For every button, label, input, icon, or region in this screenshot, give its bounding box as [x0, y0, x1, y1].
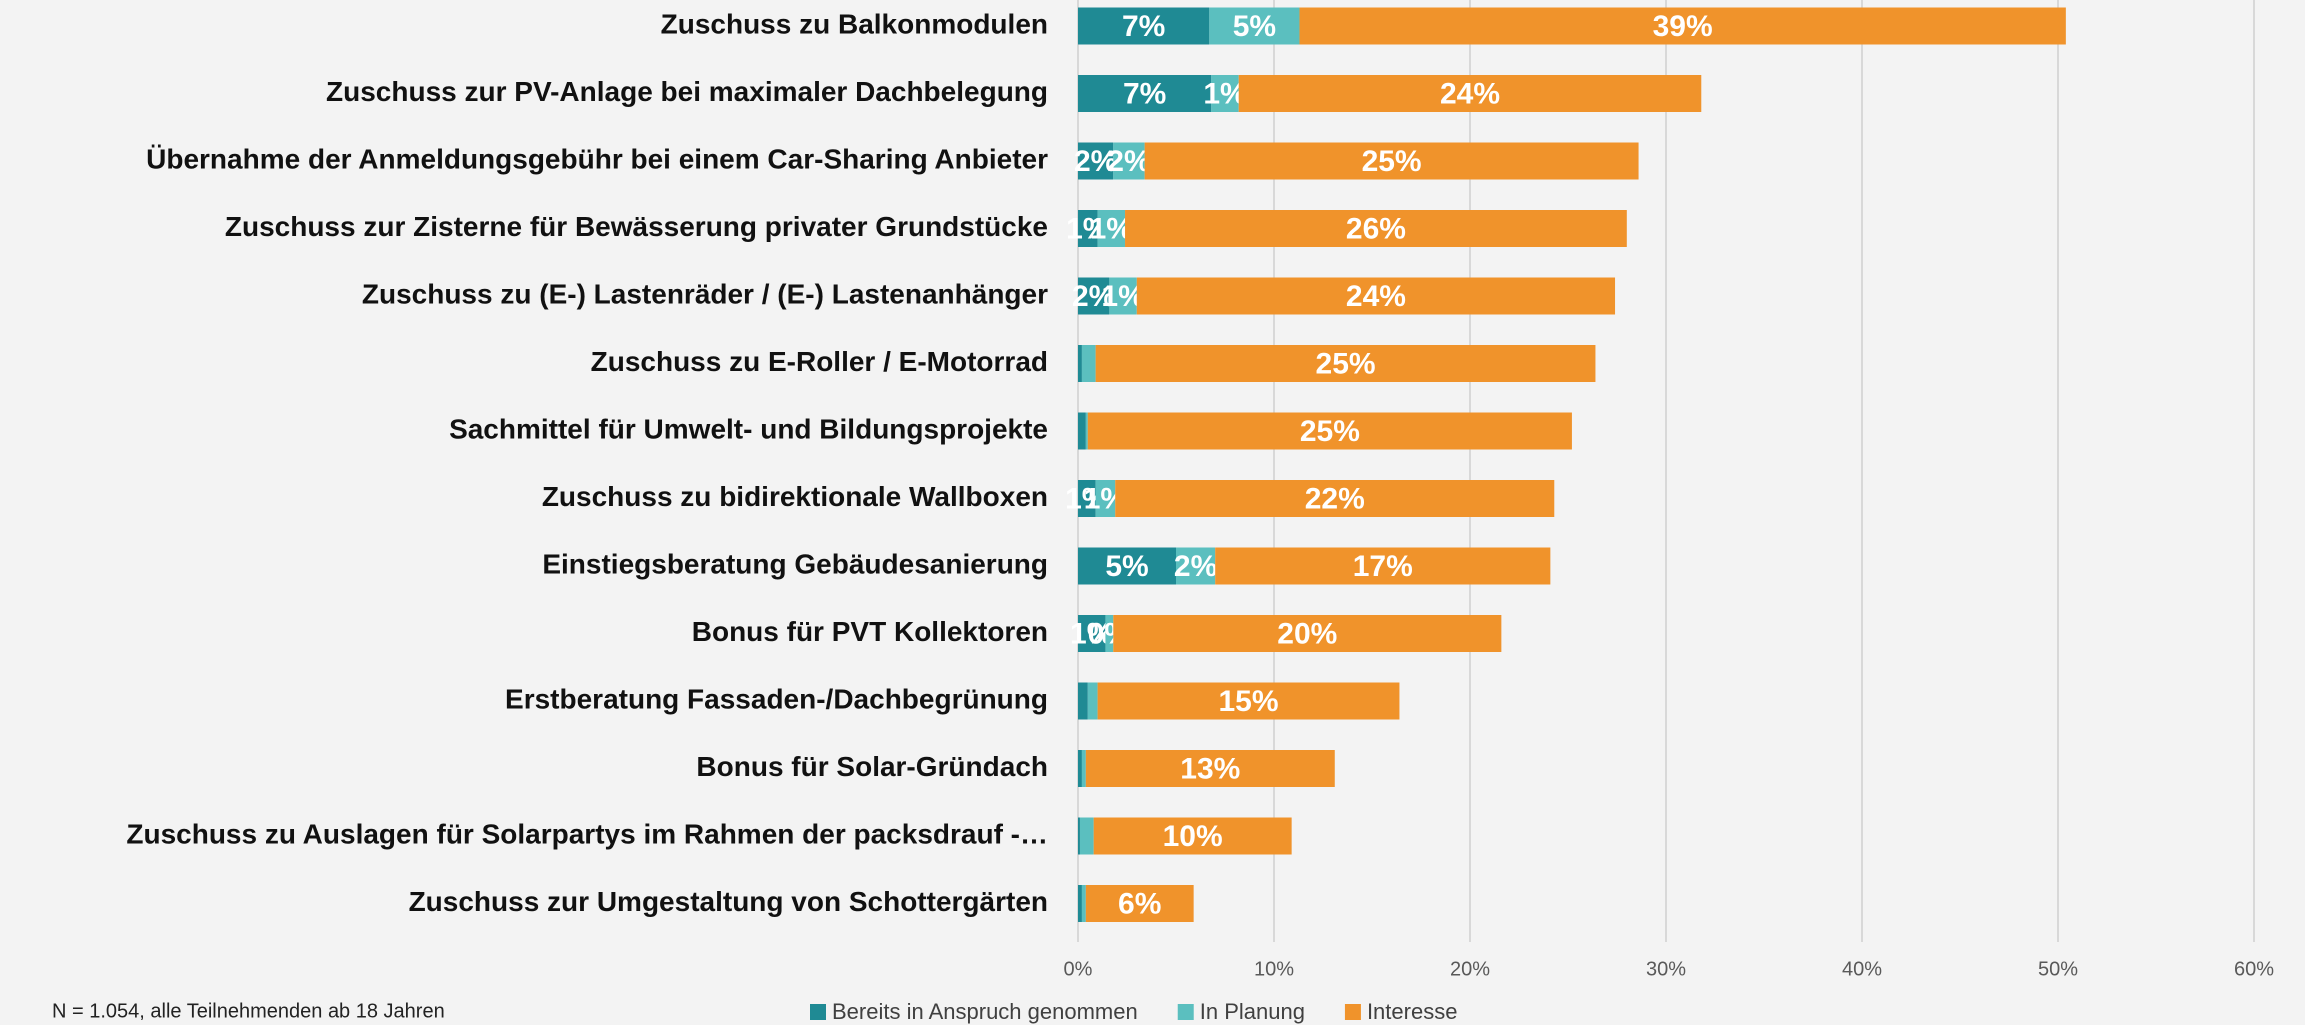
bar-segment [1113, 142, 1145, 180]
data-label: 7% [1122, 10, 1165, 43]
category-label: Zuschuss zu bidirektionale Wallboxen [542, 481, 1048, 512]
bar-segment [1087, 682, 1098, 720]
category-label: Übernahme der Anmeldungsgebühr bei einem… [146, 143, 1048, 174]
legend-label: In Planung [1200, 999, 1305, 1024]
bar-segment [1085, 412, 1088, 450]
bar-segment [1078, 547, 1176, 585]
bar-segment [1238, 75, 1702, 112]
bar-segment [1136, 277, 1616, 315]
category-label: Erstberatung Fassaden-/Dachbegrünung [505, 683, 1048, 714]
data-label: 10% [1163, 820, 1223, 853]
bar-segment [1115, 480, 1555, 517]
data-label: 7% [1123, 77, 1166, 110]
bar-segment [1078, 7, 1210, 45]
category-label: Zuschuss zu Balkonmodulen [661, 8, 1048, 39]
data-label: 24% [1440, 77, 1500, 110]
data-label: 5% [1105, 550, 1148, 583]
category-label: Zuschuss zu E-Roller / E-Motorrad [591, 346, 1048, 377]
x-tick-label: 30% [1646, 958, 1686, 980]
data-label: 13% [1180, 752, 1240, 785]
bar-segment [1176, 547, 1216, 585]
data-label: 2% [1107, 145, 1150, 178]
data-label: 2% [1074, 145, 1117, 178]
x-tick-label: 60% [2234, 958, 2274, 980]
data-label: 2% [1072, 280, 1115, 313]
data-label: 5% [1233, 10, 1276, 43]
legend-label: Bereits in Anspruch genommen [832, 999, 1138, 1024]
bar-segment [1081, 345, 1096, 382]
data-label: 17% [1353, 550, 1413, 583]
x-tick-label: 50% [2038, 958, 2078, 980]
data-label: 24% [1346, 280, 1406, 313]
bar-segment [1105, 615, 1114, 652]
bar-segment [1095, 345, 1596, 382]
bar-segment [1078, 345, 1082, 382]
bar-segment [1085, 750, 1335, 787]
bar-segment [1078, 412, 1086, 450]
bar-segment [1078, 210, 1098, 247]
data-label: 6% [1118, 887, 1161, 920]
bar-segment [1078, 277, 1110, 315]
bar-segment [1113, 615, 1502, 652]
bar-segment [1095, 480, 1116, 517]
category-label: Zuschuss zur PV-Anlage bei maximaler Dac… [326, 76, 1048, 107]
bar-segment [1079, 817, 1094, 855]
bar-segment [1087, 412, 1572, 450]
bar-segment [1125, 210, 1627, 247]
data-label: 22% [1305, 482, 1365, 515]
bar-segment [1078, 615, 1106, 652]
category-label: Zuschuss zur Umgestaltung von Schottergä… [409, 886, 1048, 917]
bar-segment [1109, 277, 1137, 315]
bar-segment [1209, 7, 1300, 45]
legend-swatch [810, 1004, 826, 1020]
category-label: Zuschuss zur Zisterne für Bewässerung pr… [225, 211, 1048, 242]
legend-swatch [1344, 1004, 1361, 1020]
category-label: Zuschuss zu (E-) Lastenräder / (E-) Last… [362, 278, 1048, 309]
bar-segment [1078, 480, 1096, 517]
bar-segment [1081, 885, 1086, 922]
bar-segment [1085, 885, 1194, 922]
data-label: 25% [1316, 347, 1376, 380]
bar-segment [1093, 817, 1292, 855]
bar-segment [1078, 682, 1088, 720]
category-label: Bonus für PVT Kollektoren [692, 616, 1048, 647]
x-tick-label: 0% [1064, 958, 1093, 980]
bar-segment [1078, 817, 1080, 855]
bar-segment [1097, 682, 1400, 720]
category-label: Bonus für Solar-Gründach [696, 751, 1048, 782]
data-label: 25% [1300, 415, 1360, 448]
data-label: 25% [1362, 145, 1422, 178]
bar-segment [1215, 547, 1551, 585]
bar-segment [1078, 142, 1114, 180]
x-tick-label: 40% [1842, 958, 1882, 980]
category-label: Zuschuss zu Auslagen für Solarpartys im … [126, 818, 1048, 849]
category-label: Einstiegsberatung Gebäudesanierung [542, 548, 1048, 579]
bar-segment [1081, 750, 1086, 787]
category-label: Sachmittel für Umwelt- und Bildungsproje… [449, 413, 1048, 444]
bar-segment [1078, 885, 1082, 922]
bar-segment [1211, 75, 1239, 112]
bar-segment [1144, 142, 1639, 180]
x-tick-label: 10% [1254, 958, 1294, 980]
legend-label: Interesse [1367, 999, 1458, 1024]
data-label: 39% [1653, 10, 1713, 43]
bar-segment [1299, 7, 2066, 45]
bar-segment [1078, 750, 1082, 787]
data-label: 15% [1218, 685, 1278, 718]
data-label: 20% [1277, 617, 1337, 650]
x-tick-label: 20% [1450, 958, 1490, 980]
bar-segment [1097, 210, 1126, 247]
data-label: 2% [1174, 550, 1217, 583]
bar-segment [1078, 75, 1212, 112]
legend-swatch [1177, 1004, 1194, 1020]
data-label: 26% [1346, 212, 1406, 245]
footnote: N = 1.054, alle Teilnehmenden ab 18 Jahr… [52, 1000, 445, 1022]
